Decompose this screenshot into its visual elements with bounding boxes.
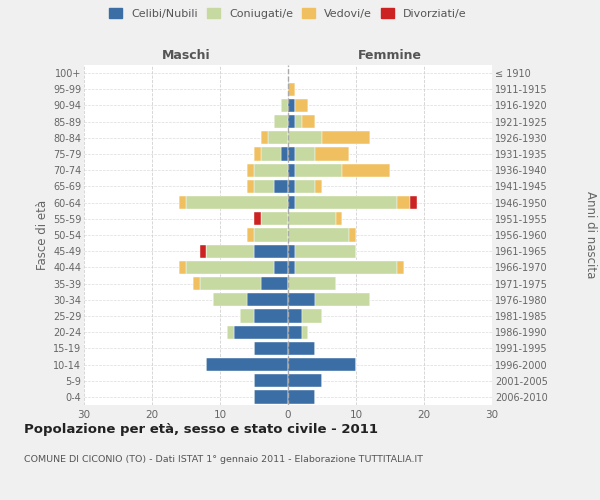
- Bar: [254, 228, 288, 241]
- Bar: [288, 244, 295, 258]
- Bar: [288, 326, 302, 339]
- Bar: [233, 326, 288, 339]
- Bar: [349, 228, 356, 241]
- Bar: [295, 164, 343, 177]
- Bar: [343, 164, 390, 177]
- Bar: [315, 148, 349, 160]
- Bar: [302, 310, 322, 322]
- Bar: [288, 228, 349, 241]
- Bar: [288, 358, 356, 371]
- Bar: [206, 244, 254, 258]
- Bar: [295, 260, 397, 274]
- Bar: [288, 82, 295, 96]
- Bar: [261, 277, 288, 290]
- Bar: [315, 293, 370, 306]
- Bar: [295, 180, 315, 193]
- Bar: [288, 293, 315, 306]
- Bar: [186, 196, 288, 209]
- Bar: [295, 115, 302, 128]
- Bar: [288, 212, 335, 226]
- Bar: [288, 99, 295, 112]
- Bar: [254, 212, 261, 226]
- Bar: [254, 164, 288, 177]
- Bar: [261, 131, 268, 144]
- Bar: [200, 244, 206, 258]
- Bar: [288, 131, 322, 144]
- Bar: [254, 148, 261, 160]
- Bar: [295, 148, 315, 160]
- Text: COMUNE DI CICONIO (TO) - Dati ISTAT 1° gennaio 2011 - Elaborazione TUTTITALIA.IT: COMUNE DI CICONIO (TO) - Dati ISTAT 1° g…: [24, 455, 423, 464]
- Bar: [288, 115, 295, 128]
- Bar: [200, 277, 261, 290]
- Bar: [288, 374, 322, 388]
- Bar: [254, 342, 288, 355]
- Bar: [288, 196, 295, 209]
- Bar: [288, 277, 335, 290]
- Bar: [295, 99, 308, 112]
- Bar: [247, 228, 254, 241]
- Bar: [281, 148, 288, 160]
- Bar: [247, 164, 254, 177]
- Bar: [288, 148, 295, 160]
- Bar: [213, 293, 247, 306]
- Bar: [261, 212, 288, 226]
- Bar: [179, 260, 186, 274]
- Bar: [274, 115, 288, 128]
- Bar: [288, 180, 295, 193]
- Bar: [241, 310, 254, 322]
- Bar: [268, 131, 288, 144]
- Bar: [410, 196, 417, 209]
- Bar: [302, 115, 315, 128]
- Bar: [288, 342, 315, 355]
- Bar: [335, 212, 343, 226]
- Bar: [288, 164, 295, 177]
- Bar: [281, 99, 288, 112]
- Bar: [227, 326, 233, 339]
- Bar: [254, 244, 288, 258]
- Y-axis label: Fasce di età: Fasce di età: [35, 200, 49, 270]
- Bar: [322, 131, 370, 144]
- Bar: [186, 260, 274, 274]
- Legend: Celibi/Nubili, Coniugati/e, Vedovi/e, Divorziati/e: Celibi/Nubili, Coniugati/e, Vedovi/e, Di…: [109, 8, 467, 19]
- Bar: [274, 180, 288, 193]
- Bar: [247, 180, 254, 193]
- Bar: [315, 180, 322, 193]
- Bar: [288, 310, 302, 322]
- Bar: [254, 180, 274, 193]
- Bar: [288, 260, 295, 274]
- Bar: [295, 244, 356, 258]
- Bar: [193, 277, 200, 290]
- Bar: [254, 390, 288, 404]
- Bar: [206, 358, 288, 371]
- Bar: [254, 310, 288, 322]
- Text: Maschi: Maschi: [161, 49, 211, 62]
- Text: Femmine: Femmine: [358, 49, 422, 62]
- Bar: [397, 196, 410, 209]
- Bar: [274, 260, 288, 274]
- Bar: [397, 260, 404, 274]
- Bar: [247, 293, 288, 306]
- Bar: [288, 390, 315, 404]
- Text: Anni di nascita: Anni di nascita: [584, 192, 597, 278]
- Bar: [261, 148, 281, 160]
- Bar: [295, 196, 397, 209]
- Text: Popolazione per età, sesso e stato civile - 2011: Popolazione per età, sesso e stato civil…: [24, 422, 378, 436]
- Bar: [302, 326, 308, 339]
- Bar: [254, 374, 288, 388]
- Bar: [179, 196, 186, 209]
